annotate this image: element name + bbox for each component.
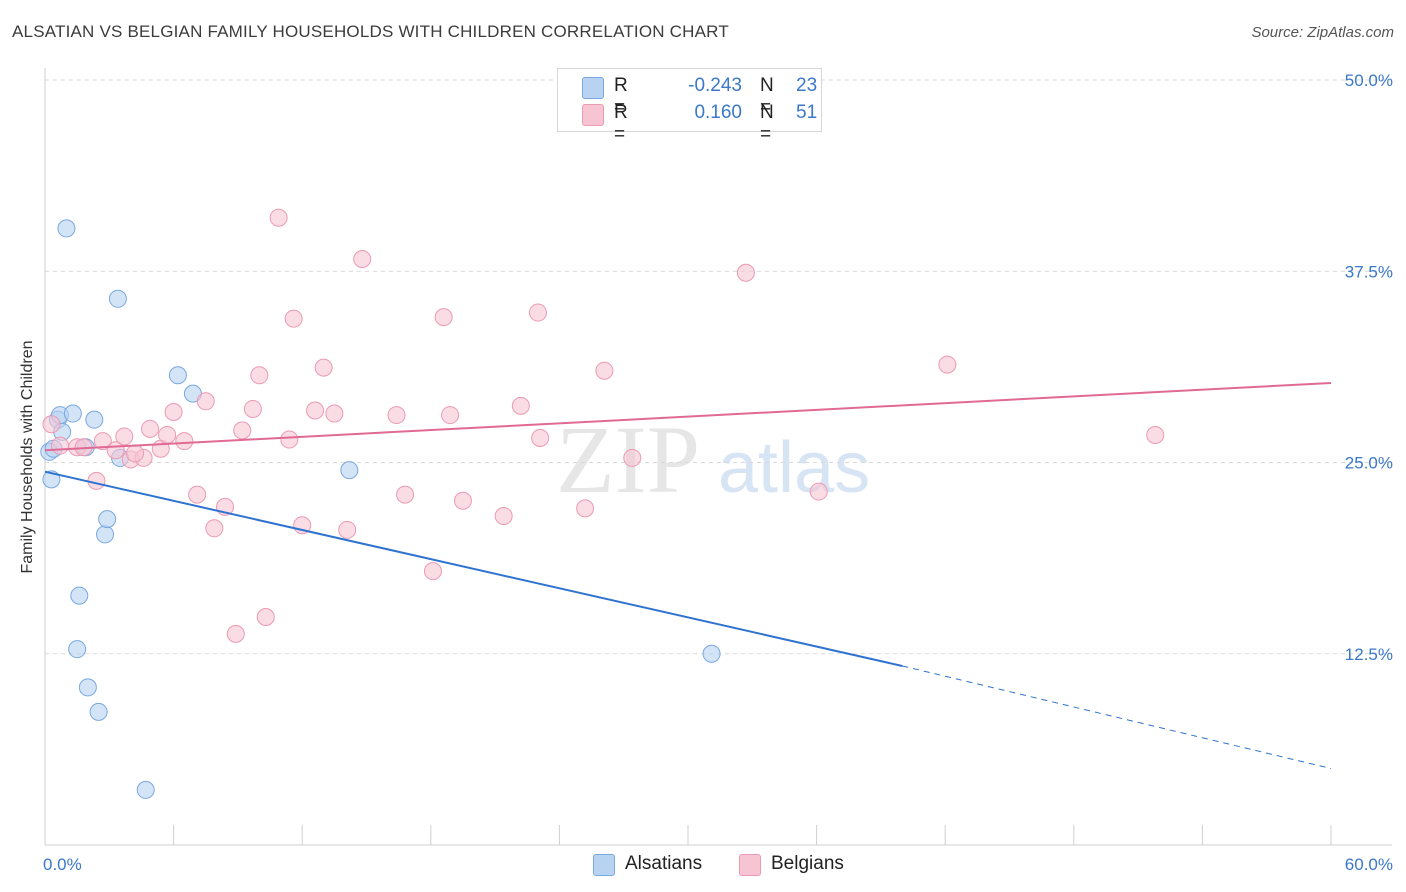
belgian-point [243,399,262,418]
y-tick-label: 12.5% [1345,645,1393,664]
belgian-point [325,404,344,423]
belgian-point [736,263,755,282]
alsatian-point [168,366,187,385]
belgian-point [595,361,614,380]
legend-label: Belgians [771,853,844,874]
belgian-point [226,624,245,643]
legend-label: Alsatians [625,853,703,874]
alsatians-trend-extension [902,665,1332,769]
belgian-point [423,562,442,581]
belgian-point [1146,425,1165,444]
data-points [40,208,1165,799]
y-tick-label: 50.0% [1345,71,1393,90]
belgian-point [87,471,106,490]
belgian-point [115,427,134,446]
watermark: ZIP atlas [556,406,870,513]
alsatian-point [96,525,115,544]
belgian-point [256,608,275,627]
belgian-point [511,396,530,415]
alsatian-point [702,644,721,663]
alsatian-point [85,410,104,429]
trend-lines [44,381,1332,769]
gridlines [45,79,1392,655]
r-value: -0.243 [688,75,742,96]
alsatians-swatch [593,854,615,876]
n-label: N = [760,102,774,145]
r-label: R = [614,102,628,145]
n-label: N = [760,75,774,118]
belgian-point [158,425,177,444]
belgian-point [441,406,460,425]
correlation-legend: R = -0.243 N = 23 R = 0.160 N = 51 [557,68,822,145]
source-label: Source: ZipAtlas.com [1251,24,1394,41]
tick-labels: 12.5% 25.0% 37.5% 50.0% 0.0% 60.0% [43,71,1393,874]
belgian-point [494,507,513,526]
alsatian-point [340,461,359,480]
belgian-point [623,448,642,467]
belgian-point [196,392,215,411]
belgian-point [164,403,183,422]
alsatians-swatch [582,77,604,99]
belgian-point [528,303,547,322]
alsatian-point [108,289,127,308]
alsatian-point [89,702,108,721]
n-value: 51 [796,102,818,123]
belgian-point [314,358,333,377]
belgian-point [531,429,550,448]
belgian-point [434,308,453,327]
belgian-point [938,355,957,374]
belgian-point [576,499,595,518]
belgian-point [250,366,269,385]
alsatian-point [70,586,89,605]
belgians-swatch [739,854,761,876]
x-tick-label: 0.0% [43,855,82,874]
belgian-point [306,401,325,420]
belgian-point [809,482,828,501]
r-label: R = [614,75,628,118]
r-value: 0.160 [694,102,742,123]
x-tick-label: 60.0% [1345,855,1393,874]
alsatians-trend-line [44,470,903,667]
belgian-point [141,419,160,438]
belgian-point [269,208,288,227]
y-tick-label: 37.5% [1345,262,1393,281]
belgian-point [93,432,112,451]
series-legend: Alsatians Belgians [0,852,1406,878]
belgian-point [338,520,357,539]
belgian-point [205,519,224,538]
alsatian-point [63,404,82,423]
belgian-point [280,430,299,449]
belgian-point [42,415,61,434]
y-tick-label: 25.0% [1345,454,1393,473]
belgian-point [175,432,194,451]
n-value: 23 [796,75,818,96]
alsatian-point [68,640,87,659]
belgian-point [188,485,207,504]
belgian-point [396,485,415,504]
belgians-trend-line [44,381,1332,452]
alsatian-point [57,219,76,238]
chart-title: ALSATIAN VS BELGIAN FAMILY HOUSEHOLDS WI… [12,22,729,41]
alsatian-point [78,678,97,697]
alsatian-point [98,510,117,529]
belgian-point [353,250,372,269]
belgians-swatch [582,104,604,126]
belgian-point [453,491,472,510]
belgian-point [126,444,145,463]
belgian-point [233,421,252,440]
watermark-atlas: atlas [718,428,870,508]
belgian-point [51,436,70,455]
belgian-point [387,406,406,425]
alsatian-point [136,780,155,799]
belgian-point [284,309,303,328]
